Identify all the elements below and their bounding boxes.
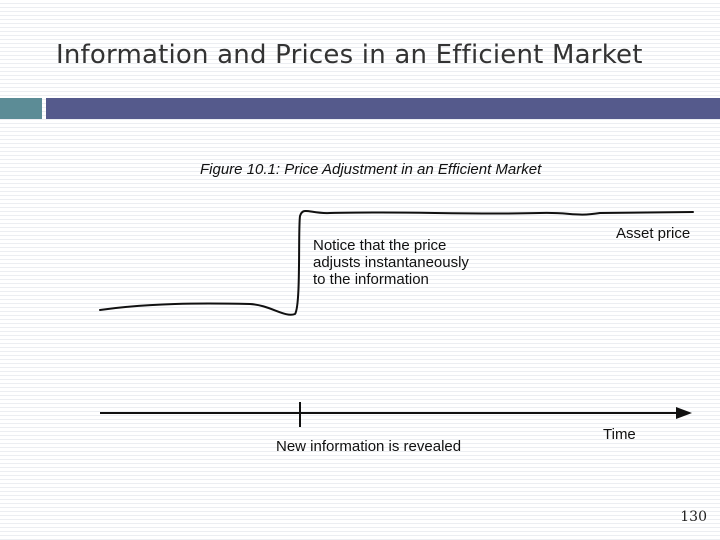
notice-annotation: Notice that the price adjusts instantane…	[313, 237, 469, 288]
asset-price-label: Asset price	[616, 225, 691, 242]
notice-line-3: to the information	[313, 271, 429, 288]
asset-price-line	[99, 209, 694, 316]
time-axis-arrowhead	[676, 407, 692, 419]
title-accent-bar-left	[0, 98, 42, 119]
figure-caption: Figure 10.1: Price Adjustment in an Effi…	[200, 161, 542, 178]
slide-title: Information and Prices in an Efficient M…	[56, 40, 643, 70]
page-number: 130	[680, 509, 707, 525]
time-axis-label: Time	[603, 426, 636, 443]
notice-line-1: Notice that the price	[313, 237, 447, 254]
event-label: New information is revealed	[276, 438, 462, 455]
title-accent-bar-right	[46, 98, 720, 119]
notice-line-2: adjusts instantaneously	[313, 254, 469, 271]
